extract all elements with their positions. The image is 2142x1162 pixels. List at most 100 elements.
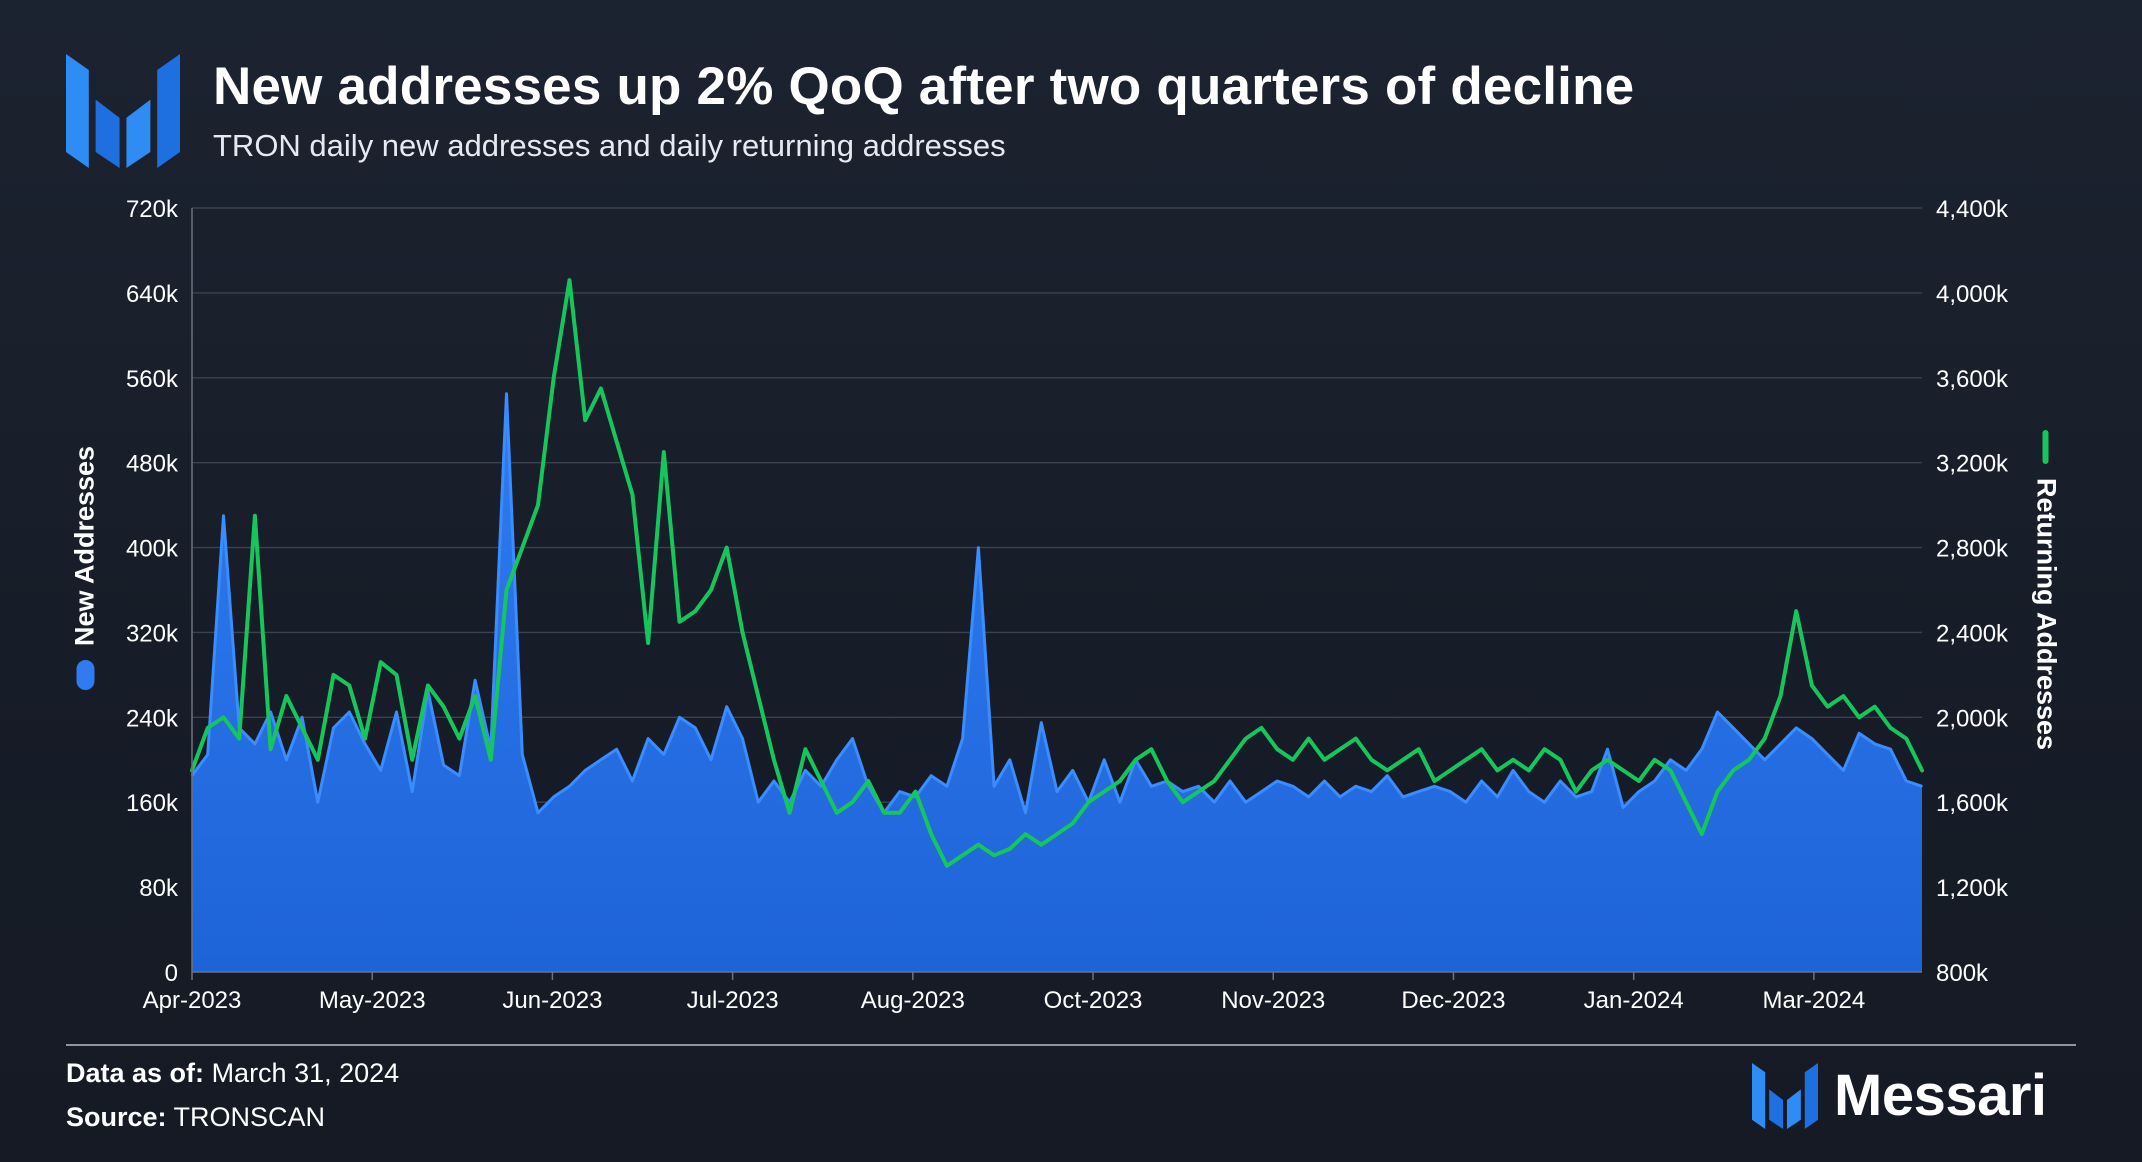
- x-axis-ticks: Apr-2023 May-2023 Jun-2023 Jul-2023 Aug-2023…: [143, 972, 1865, 1014]
- returning-addresses-point: [1197, 790, 1200, 793]
- returning-addresses-point: [411, 759, 414, 761]
- returning-addresses-point: [1858, 716, 1860, 719]
- returning-addresses-point: [1889, 727, 1892, 729]
- y-axis-right-label: Returning Addresses: [2031, 477, 2062, 751]
- returning-addresses-point: [1496, 769, 1499, 772]
- y-axis-left-title: New Addresses: [69, 445, 101, 691]
- new-addresses-point: [1197, 785, 1200, 788]
- new-addresses-point: [1370, 790, 1373, 793]
- returning-addresses-point: [1370, 759, 1373, 761]
- new-addresses-point: [1276, 780, 1278, 782]
- returning-addresses-point: [269, 748, 272, 750]
- returning-addresses-point: [1716, 790, 1719, 793]
- returning-addresses-point: [898, 812, 901, 814]
- new-addresses-area-fill: [192, 393, 1922, 972]
- returning-addresses-point: [615, 440, 618, 443]
- new-addresses-point: [757, 801, 759, 803]
- returning-addresses-point: [1559, 759, 1562, 761]
- new-addresses-point: [505, 392, 508, 395]
- new-addresses-point: [1386, 774, 1389, 777]
- returning-addresses-point: [1512, 759, 1514, 761]
- new-addresses-point: [254, 743, 256, 745]
- new-addresses-point: [1323, 780, 1326, 782]
- x-tick-label: May-2023: [319, 987, 426, 1014]
- returning-addresses-point: [458, 737, 461, 740]
- new-addresses-point: [1496, 796, 1499, 798]
- new-addresses-point: [1433, 785, 1436, 788]
- new-addresses-point: [1795, 727, 1797, 729]
- new-addresses-point: [1826, 753, 1829, 756]
- returning-addresses-point: [1543, 748, 1546, 750]
- returning-addresses-point: [584, 419, 586, 422]
- returning-addresses-point: [1071, 822, 1074, 825]
- new-addresses-point: [1575, 796, 1577, 798]
- returning-addresses-point: [1134, 759, 1137, 761]
- y-tick-left-label: 160k: [126, 790, 179, 817]
- returning-addresses-point: [851, 801, 854, 803]
- y-tick-left-label: 400k: [126, 536, 179, 563]
- y-tick-left-label: 720k: [126, 196, 179, 223]
- returning-addresses-point: [1480, 748, 1483, 750]
- returning-addresses-point: [1229, 759, 1231, 761]
- messari-logo-icon: [66, 54, 180, 168]
- chart-title: New addresses up 2% QoQ after two quarte…: [213, 57, 1635, 116]
- new-addresses-point: [1292, 785, 1294, 788]
- returning-addresses-point: [317, 759, 319, 761]
- returning-addresses-point: [521, 546, 524, 549]
- new-addresses-point: [1480, 780, 1483, 782]
- returning-addresses-point: [1355, 737, 1357, 740]
- new-addresses-point: [836, 759, 838, 761]
- brand-name: Messari: [1834, 1063, 2047, 1128]
- returning-addresses-point: [1417, 748, 1420, 750]
- data-as-of: Data as of: March 31, 2024: [66, 1058, 399, 1089]
- new-addresses-point: [1858, 732, 1860, 735]
- returning-addresses-point: [836, 812, 838, 814]
- y-axis-left-label: New Addresses: [69, 445, 100, 647]
- new-addresses-point: [1402, 796, 1404, 798]
- new-addresses-point: [694, 727, 697, 729]
- new-addresses-point: [1716, 711, 1719, 713]
- returning-addresses-point: [804, 748, 807, 750]
- new-addresses-point: [1905, 780, 1908, 782]
- y-tick-left-label: 640k: [126, 281, 179, 308]
- returning-addresses-point: [1166, 780, 1168, 782]
- x-tick-label: Apr-2023: [143, 987, 242, 1014]
- new-addresses-point: [1150, 785, 1153, 788]
- returning-addresses-point: [930, 833, 932, 835]
- x-tick-label: Jun-2023: [502, 987, 602, 1014]
- returning-addresses-point: [348, 684, 351, 687]
- returning-addresses-point: [647, 642, 649, 644]
- returning-addresses-point: [961, 854, 964, 857]
- returning-addresses-point: [1622, 769, 1624, 772]
- new-addresses-point: [1040, 721, 1043, 724]
- new-addresses-point: [568, 785, 571, 788]
- returning-addresses-point: [254, 514, 256, 517]
- returning-addresses-point: [1433, 780, 1436, 782]
- y-tick-right-label: 4,400k: [1936, 196, 2009, 223]
- x-tick-label: Jan-2024: [1584, 987, 1684, 1014]
- returning-addresses-point: [1669, 769, 1672, 772]
- data-as-of-value: March 31, 2024: [211, 1058, 400, 1088]
- new-addresses-area-edge: [190, 392, 1923, 815]
- new-addresses-point: [1543, 801, 1546, 803]
- returning-addresses-point: [725, 546, 728, 549]
- returning-addresses-point: [379, 661, 382, 663]
- new-addresses-point: [1244, 801, 1247, 803]
- returning-addresses-point: [1119, 780, 1121, 782]
- returning-addresses-point: [1182, 801, 1184, 803]
- returning-addresses-point: [442, 705, 445, 708]
- y-tick-left-label: 80k: [139, 875, 179, 902]
- returning-addresses-point: [600, 387, 602, 390]
- returning-addresses-point: [631, 493, 634, 496]
- new-addresses-point: [537, 812, 539, 814]
- returning-addresses-point: [1606, 759, 1609, 761]
- new-addresses-point: [379, 769, 382, 772]
- returning-addresses-point: [1292, 759, 1294, 761]
- returning-addresses-point: [222, 716, 225, 719]
- new-addresses-point: [1512, 769, 1514, 772]
- returning-addresses-point: [1905, 737, 1908, 740]
- new-addresses-point: [851, 737, 854, 740]
- returning-addresses-legend-swatch: [2043, 429, 2049, 464]
- new-addresses-point: [1119, 801, 1121, 803]
- new-addresses-point: [930, 774, 932, 777]
